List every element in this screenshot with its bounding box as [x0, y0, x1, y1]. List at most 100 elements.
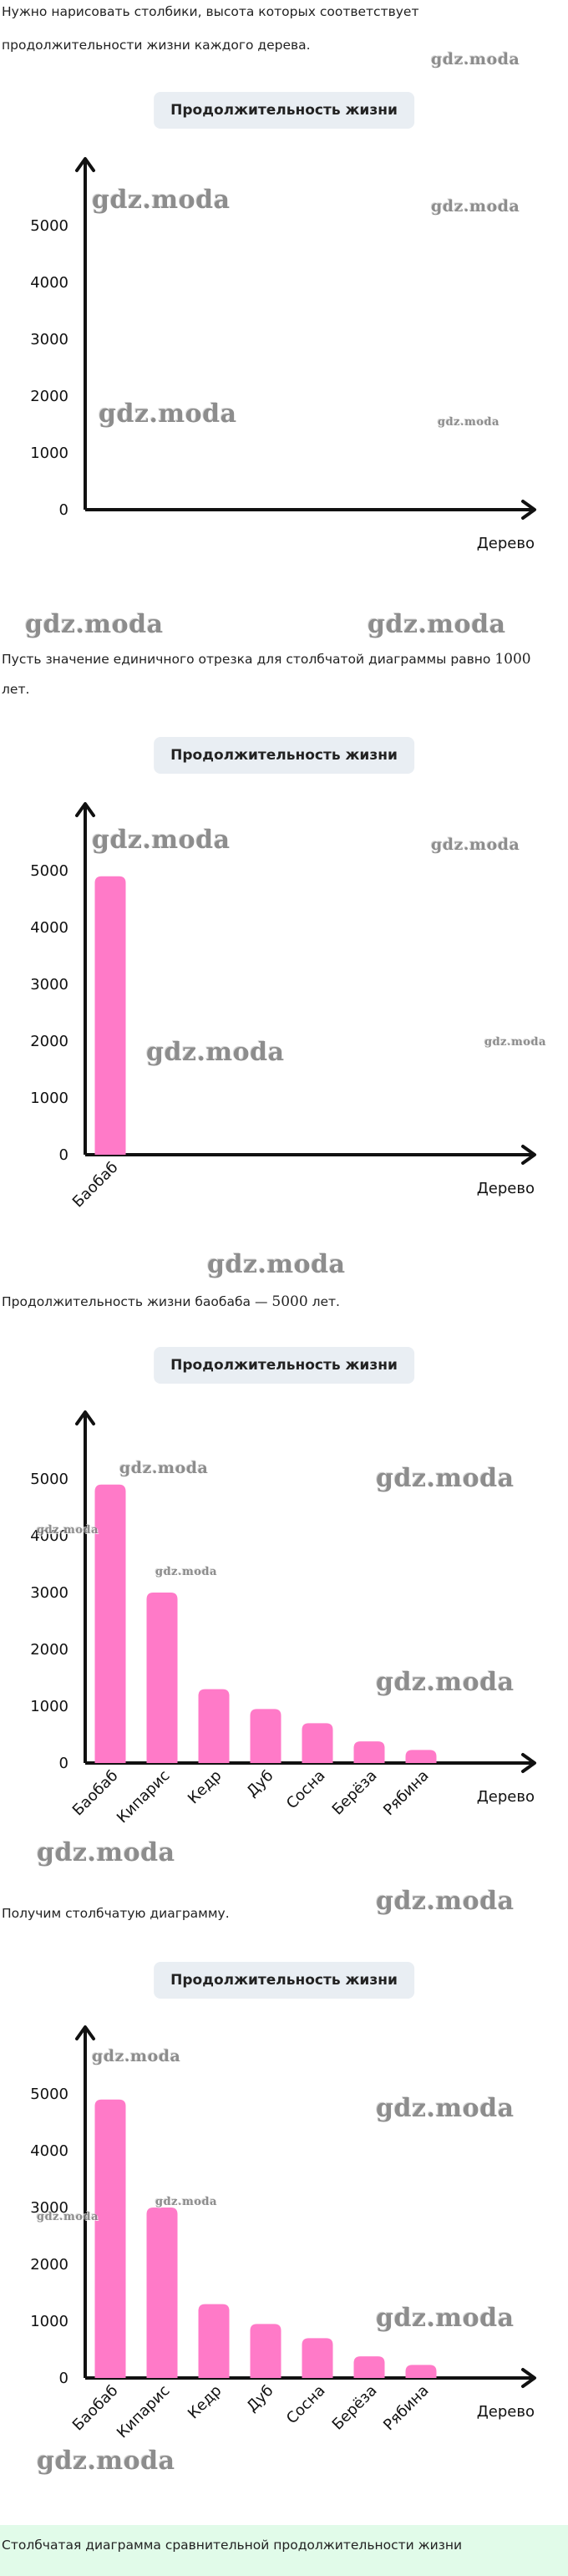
- watermark: gdz.moda: [92, 185, 231, 215]
- intro-line-2: продолжительности жизни каждого дерева.: [2, 38, 311, 53]
- x-axis-arrow: [521, 1145, 536, 1165]
- watermark: gdz.moda: [376, 2304, 515, 2333]
- chart-title: Продолжительность жизни: [154, 92, 414, 129]
- intro-line-1: Нужно нарисовать столбики, высота которы…: [2, 4, 419, 19]
- x-axis-arrow: [521, 500, 536, 520]
- chart-final: 0 1000 2000 3000 4000 5000 Дерево БаобабКипарис…: [30, 2025, 536, 2442]
- y-tick-label: 4000: [30, 274, 68, 292]
- y-tick-label: 2000: [30, 388, 68, 405]
- watermark: gdz.moda: [146, 1038, 285, 1067]
- step1-text: Пусть значение единичного отрезка для ст…: [2, 651, 531, 668]
- y-axis-arrow: [75, 802, 95, 817]
- watermark: gdz.moda: [155, 1566, 218, 1578]
- chart-all-trees: 0 1000 2000 3000 4000 5000 Дерево БаобабКипарис…: [30, 1410, 536, 1827]
- y-tick-label: 2000: [30, 1641, 68, 1659]
- x-axis-arrow: [521, 1753, 536, 1773]
- y-tick-label: 2000: [30, 1033, 68, 1050]
- category-label: Дуб: [243, 1767, 276, 1801]
- step1-text-cont: лет.: [2, 682, 30, 697]
- category-label: Баобаб: [69, 1159, 122, 1212]
- bar: [146, 2208, 178, 2378]
- watermark: gdz.moda: [92, 826, 231, 855]
- category-label: Сосна: [283, 1767, 329, 1813]
- y-tick-label: 1000: [30, 1090, 68, 1107]
- watermark: gdz.moda: [37, 2446, 175, 2476]
- category-label: Рябина: [380, 1767, 432, 1819]
- watermark: gdz.moda: [431, 197, 520, 216]
- y-tick-label: 1000: [30, 445, 68, 462]
- watermark: gdz.moda: [92, 2047, 181, 2065]
- watermark: gdz.moda: [484, 1036, 547, 1049]
- y-tick-label: 4000: [30, 2142, 68, 2160]
- watermark: gdz.moda: [37, 1838, 175, 1867]
- bar: [405, 1750, 437, 1763]
- category-label: Баобаб: [69, 1767, 122, 1820]
- bar: [353, 2356, 385, 2378]
- category-label: Кедр: [185, 1767, 226, 1808]
- watermark: gdz.moda: [25, 610, 164, 639]
- y-axis-arrow: [75, 2025, 95, 2040]
- chart-title: Продолжительность жизни: [154, 737, 414, 774]
- bar: [353, 1741, 385, 1763]
- watermark: gdz.moda: [376, 2094, 515, 2123]
- watermark: gdz.moda: [119, 1459, 209, 1477]
- y-tick-label: 3000: [30, 331, 68, 348]
- bar: [302, 2338, 333, 2378]
- final-caption: Столбчатая диаграмма сравнительной продо…: [2, 2538, 463, 2553]
- y-tick-label: 5000: [30, 217, 68, 235]
- chart-title: Продолжительность жизни: [154, 1962, 414, 1999]
- x-axis-label: Дерево: [477, 535, 535, 552]
- watermark: gdz.moda: [368, 610, 506, 639]
- category-label: Баобаб: [69, 2382, 122, 2435]
- x-axis-arrow: [521, 2368, 536, 2388]
- bar: [94, 876, 126, 1155]
- watermark: gdz.moda: [207, 1250, 346, 1279]
- y-tick-label: 1000: [30, 1698, 68, 1715]
- x-axis-label: Дерево: [477, 2403, 535, 2421]
- category-label: Кипарис: [114, 2382, 174, 2442]
- step2-text: Продолжительность жизни баобаба — 5000 л…: [2, 1293, 340, 1310]
- category-label: Дуб: [243, 2382, 276, 2416]
- chart-empty: 0 1000 2000 3000 4000 5000 Дерево: [30, 157, 536, 552]
- category-label: Берёза: [329, 1767, 381, 1819]
- category-label: Сосна: [283, 2382, 329, 2428]
- step3-text: Получим столбчатую диаграмму.: [2, 1906, 230, 1921]
- chart-title: Продолжительность жизни: [154, 1347, 414, 1384]
- y-tick-label: 1000: [30, 2313, 68, 2330]
- category-label: Рябина: [380, 2382, 432, 2434]
- y-tick-label: 2000: [30, 2256, 68, 2274]
- watermark: gdz.moda: [155, 2196, 218, 2208]
- y-tick-label: 4000: [30, 919, 68, 937]
- y-axis-arrow: [75, 1410, 95, 1425]
- y-tick-label: 0: [59, 501, 68, 519]
- y-tick-label: 4000: [30, 1527, 68, 1545]
- watermark: gdz.moda: [376, 1887, 515, 1916]
- category-label: Берёза: [329, 2382, 381, 2434]
- watermark: gdz.moda: [431, 50, 520, 69]
- bar: [405, 2365, 437, 2378]
- x-axis-label: Дерево: [477, 1180, 535, 1197]
- y-tick-label: 5000: [30, 862, 68, 880]
- bar: [250, 2324, 281, 2378]
- watermark: gdz.moda: [431, 836, 520, 854]
- watermark: gdz.moda: [99, 399, 237, 429]
- watermark: gdz.moda: [37, 1524, 99, 1537]
- watermark: gdz.moda: [376, 1668, 515, 1697]
- bar: [94, 1484, 126, 1763]
- watermark: gdz.moda: [376, 1464, 515, 1493]
- x-axis-label: Дерево: [477, 1788, 535, 1806]
- y-tick-label: 0: [59, 2370, 68, 2387]
- bar: [302, 1723, 333, 1763]
- bar: [146, 1593, 178, 1763]
- y-tick-label: 5000: [30, 1471, 68, 1488]
- y-tick-label: 3000: [30, 2199, 68, 2217]
- y-tick-label: 5000: [30, 2086, 68, 2103]
- category-label: Кедр: [185, 2382, 226, 2423]
- bar: [198, 1689, 230, 1763]
- bar: [198, 2304, 230, 2378]
- watermark: gdz.moda: [37, 2211, 99, 2223]
- y-axis-arrow: [75, 157, 95, 172]
- watermark: gdz.moda: [438, 416, 500, 429]
- final-caption-box: Столбчатая диаграмма сравнительной продо…: [0, 2525, 568, 2576]
- y-tick-label: 3000: [30, 976, 68, 993]
